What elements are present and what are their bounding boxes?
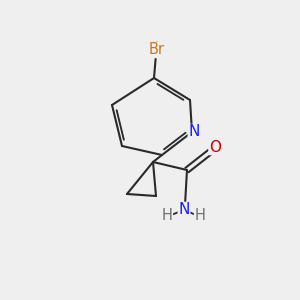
Text: H: H [195, 208, 206, 224]
Text: N: N [178, 202, 190, 217]
Text: N: N [188, 124, 200, 140]
Text: Br: Br [149, 43, 165, 58]
Text: O: O [209, 140, 221, 154]
Text: H: H [162, 208, 172, 224]
